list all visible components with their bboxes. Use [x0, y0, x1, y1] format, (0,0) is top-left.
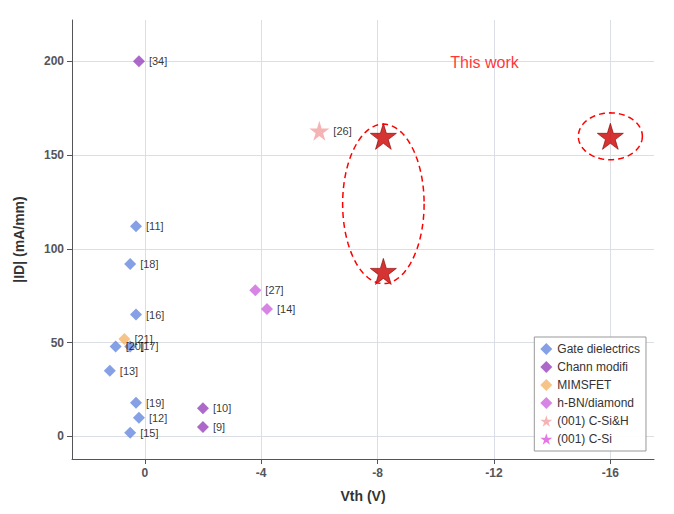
svg-text:(001) C-Si: (001) C-Si: [557, 432, 612, 446]
svg-text:100: 100: [44, 242, 64, 256]
svg-text:[18]: [18]: [140, 258, 158, 270]
svg-text:[14]: [14]: [277, 303, 295, 315]
svg-text:[19]: [19]: [146, 397, 164, 409]
svg-text:[21]: [21]: [134, 333, 152, 345]
svg-text:[12]: [12]: [149, 412, 167, 424]
svg-text:-16: -16: [602, 466, 620, 480]
svg-text:[15]: [15]: [140, 427, 158, 439]
svg-text:[11]: [11]: [146, 220, 164, 232]
svg-text:Gate dielectrics: Gate dielectrics: [557, 342, 640, 356]
svg-text:This work: This work: [450, 54, 519, 71]
svg-text:h-BN/diamond: h-BN/diamond: [557, 396, 634, 410]
svg-text:[13]: [13]: [120, 365, 138, 377]
svg-text:-12: -12: [485, 466, 503, 480]
svg-text:|ID| (mA/mm): |ID| (mA/mm): [11, 196, 27, 282]
svg-text:50: 50: [51, 336, 65, 350]
svg-text:[9]: [9]: [213, 421, 225, 433]
svg-text:(001) C-Si&H: (001) C-Si&H: [557, 414, 628, 428]
svg-text:0: 0: [141, 466, 148, 480]
svg-text:200: 200: [44, 54, 64, 68]
svg-text:150: 150: [44, 148, 64, 162]
svg-text:[26]: [26]: [333, 125, 351, 137]
svg-text:[16]: [16]: [146, 309, 164, 321]
svg-text:0: 0: [57, 429, 64, 443]
svg-text:-8: -8: [372, 466, 383, 480]
svg-text:Vth (V): Vth (V): [340, 488, 385, 504]
svg-text:[10]: [10]: [213, 402, 231, 414]
svg-text:[20]: [20]: [125, 340, 144, 353]
svg-text:Chann modifi: Chann modifi: [557, 360, 628, 374]
svg-text:[34]: [34]: [149, 55, 167, 67]
svg-text:-4: -4: [256, 466, 267, 480]
svg-text:[27]: [27]: [265, 284, 283, 296]
svg-text:MIMSFET: MIMSFET: [557, 378, 612, 392]
